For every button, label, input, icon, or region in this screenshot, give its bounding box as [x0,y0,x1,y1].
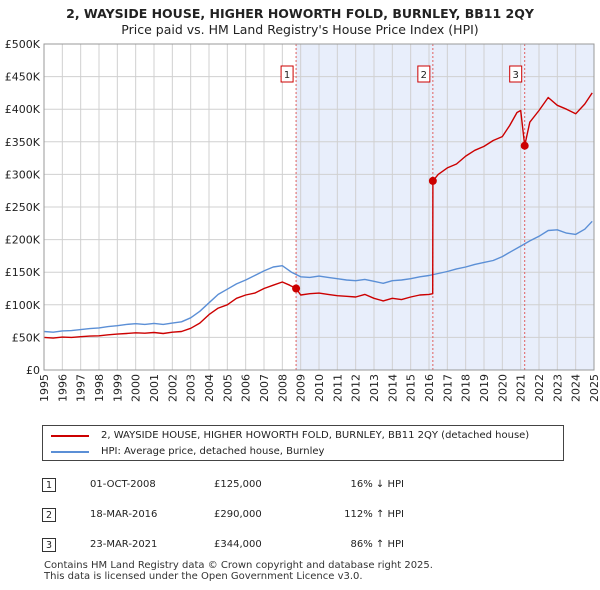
sale-price: £344,000 [214,539,262,550]
x-tick-label: 2024 [570,374,583,402]
y-tick-label: £400K [5,103,41,116]
x-tick-label: 2015 [405,374,418,402]
price-chart: £0 £50K £100K £150K £200K £250K £300K £350K £400… [5,38,600,402]
x-tick-label: 2021 [515,374,528,402]
x-tick-label: 2010 [313,374,326,402]
x-tick-label: 2008 [276,374,289,402]
sale-hpi-change: 112% ↑ HPI [344,509,404,520]
legend-swatch-hpi [51,451,89,453]
x-tick-label: 2022 [533,374,546,402]
footer-attribution: Contains HM Land Registry data © Crown c… [44,560,433,582]
x-tick-label: 2013 [368,374,381,402]
y-tick-label: £250K [5,201,41,214]
x-tick-label: 1997 [75,374,88,402]
x-tick-label: 2014 [386,374,399,402]
legend-label-property: 2, WAYSIDE HOUSE, HIGHER HOWORTH FOLD, B… [101,430,530,441]
sale-number-label: 3 [513,70,519,81]
sale-number-box [280,65,294,83]
sale-price: £125,000 [214,479,262,490]
legend-swatch-property [51,435,89,437]
sale-date: 23-MAR-2021 [90,539,158,550]
table-row: 1 01-OCT-2008 £125,000 16% ↓ HPI [0,476,600,496]
footer-line-2: This data is licensed under the Open Gov… [44,571,363,582]
y-tick-label: £450K [5,71,41,84]
x-tick-label: 2020 [496,374,509,402]
y-tick-label: £150K [5,266,41,279]
y-tick-label: £300K [5,168,41,181]
y-tick-label: £0 [26,364,40,377]
sale-hpi-change: 86% ↑ HPI [350,539,404,550]
y-tick-label: £100K [5,299,41,312]
sale-hpi-change: 16% ↓ HPI [350,479,404,490]
sale-point [292,284,301,293]
sale-number-badge: 3 [42,538,56,552]
sale-date: 01-OCT-2008 [90,479,156,490]
x-tick-label: 2009 [295,374,308,402]
x-tick-label: 2005 [221,374,234,402]
chart-title: 2, WAYSIDE HOUSE, HIGHER HOWORTH FOLD, B… [66,6,534,21]
property-price-line [43,92,593,339]
x-tick-label: 2023 [551,374,564,402]
x-tick-label: 2003 [185,374,198,402]
footer-line-1: Contains HM Land Registry data © Crown c… [44,560,433,571]
x-tick-label: 1999 [111,374,124,402]
x-tick-label: 2002 [166,374,179,402]
x-tick-label: 1995 [38,374,51,402]
sale-number-label: 2 [421,70,427,81]
sale-number-badge: 1 [42,478,56,492]
x-tick-label: 2017 [441,374,454,402]
y-tick-label: £50K [12,331,41,344]
sale-point [520,141,529,150]
table-row: 2 18-MAR-2016 £290,000 112% ↑ HPI [0,506,600,526]
y-tick-label: £500K [5,38,41,51]
x-tick-label: 2006 [240,374,253,402]
x-tick-label: 1996 [56,374,69,402]
chart-subtitle: Price paid vs. HM Land Registry's House … [121,22,479,37]
x-tick-label: 2004 [203,374,216,402]
sale-date: 18-MAR-2016 [90,509,158,520]
x-tick-label: 1998 [93,374,106,402]
x-tick-label: 2019 [478,374,491,402]
y-tick-label: £200K [5,234,41,247]
x-tick-label: 2016 [423,374,436,402]
sale-price: £290,000 [214,509,262,520]
table-row: 3 23-MAR-2021 £344,000 86% ↑ HPI [0,536,600,556]
sale-number-label: 1 [284,70,290,81]
sale-number-box [509,65,523,83]
x-tick-label: 2000 [130,374,143,402]
x-tick-label: 2001 [148,374,161,402]
x-tick-label: 2011 [331,374,344,402]
sale-point [428,176,437,185]
y-tick-label: £350K [5,136,41,149]
x-tick-label: 2007 [258,374,271,402]
x-tick-label: 2025 [588,374,600,402]
sale-number-badge: 2 [42,508,56,522]
chart-legend: 2, WAYSIDE HOUSE, HIGHER HOWORTH FOLD, B… [42,425,564,461]
x-tick-label: 2012 [350,374,363,402]
legend-label-hpi: HPI: Average price, detached house, Burn… [101,446,325,457]
plot-frame [43,43,595,371]
x-tick-label: 2018 [460,374,473,402]
sale-number-box [417,65,431,83]
hpi-line [43,220,593,333]
